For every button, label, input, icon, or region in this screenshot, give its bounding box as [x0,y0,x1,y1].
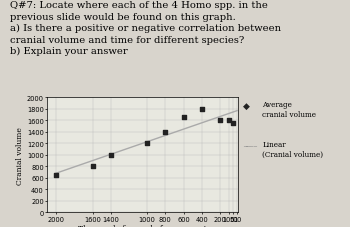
Text: Q#7: Locate where each of the 4 Homo spp. in the
previous slide would be found o: Q#7: Locate where each of the 4 Homo spp… [10,1,282,56]
Point [162,130,168,134]
X-axis label: Thousand of years before present: Thousand of years before present [78,225,207,227]
Point [108,153,114,157]
Text: Average
cranial volume: Average cranial volume [262,101,316,119]
Point [90,165,96,168]
Point [231,122,236,125]
Y-axis label: Cranial volume: Cranial volume [16,126,24,184]
Point [181,116,186,119]
Point [226,119,232,122]
Text: ◆: ◆ [243,101,250,110]
Point [54,173,59,177]
Point [144,142,150,145]
Text: ____: ____ [243,141,257,147]
Text: Linear
(Cranial volume): Linear (Cranial volume) [262,141,324,158]
Point [217,119,223,122]
Point [199,107,204,111]
